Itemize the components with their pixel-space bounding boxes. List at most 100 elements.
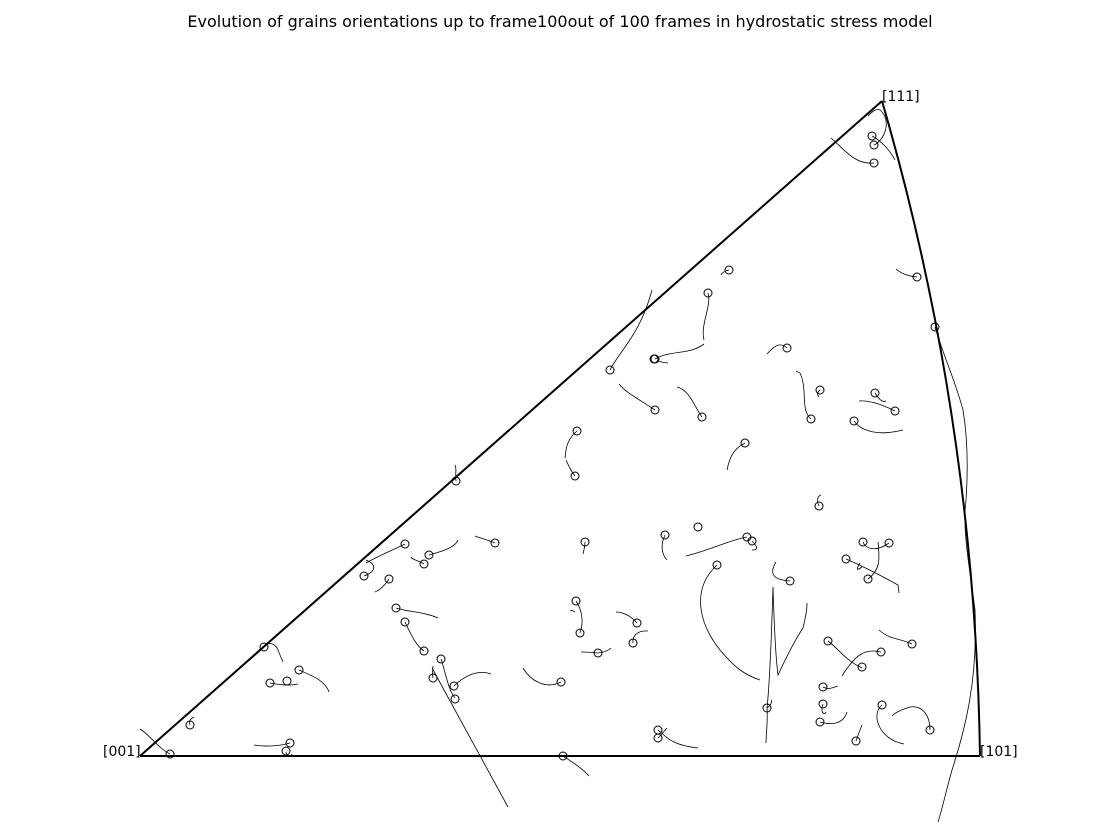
grain-trail: [702, 292, 710, 341]
grain-trail: [821, 703, 827, 714]
grain-trail: [766, 699, 772, 709]
grain-marker: [851, 736, 861, 746]
grain-trail: [253, 742, 291, 747]
grain-trail: [580, 651, 599, 654]
grain-marker: [877, 700, 887, 710]
grain-trail: [700, 564, 761, 681]
grain-marker: [570, 471, 580, 481]
grain-trail: [431, 667, 509, 808]
grain-marker: [693, 522, 703, 532]
grain-marker: [823, 636, 833, 646]
grain-marker: [391, 603, 401, 613]
grain-marker: [697, 412, 707, 422]
grain-trail: [285, 751, 293, 757]
grain-trail: [569, 609, 576, 613]
grain-marker: [605, 365, 615, 375]
grain-trail: [827, 640, 863, 669]
grain-marker: [869, 158, 879, 168]
grain-trail: [657, 360, 669, 364]
grain-marker: [556, 677, 566, 687]
grain-marker: [814, 501, 824, 511]
grain-trail: [845, 558, 900, 594]
grain-trail: [676, 386, 703, 418]
grain-trail: [657, 729, 699, 749]
corner-label-111: [111]: [882, 89, 920, 105]
grain-trail: [819, 711, 848, 724]
grain-marker: [815, 717, 825, 727]
grain-trail: [855, 724, 863, 742]
grain-trail: [878, 629, 913, 645]
grain-marker: [400, 539, 410, 549]
grain-marker: [863, 574, 873, 584]
grain-trail: [853, 420, 904, 434]
grain-trail: [751, 540, 757, 551]
grain-marker: [818, 699, 828, 709]
grain-trail: [895, 268, 918, 278]
grain-marker: [858, 537, 868, 547]
grain-trail: [720, 269, 730, 276]
grain-marker: [782, 343, 792, 353]
grain-marker: [451, 476, 461, 486]
grain-trail: [609, 289, 653, 371]
grain-marker: [650, 405, 660, 415]
grain-marker: [632, 618, 642, 628]
grain-trail: [410, 556, 425, 565]
grain-trail: [867, 541, 880, 580]
grain-trail: [934, 326, 976, 823]
grain-trail: [440, 658, 456, 699]
grain-marker: [653, 733, 663, 743]
grain-marker: [857, 662, 867, 672]
grain-trail: [522, 667, 562, 686]
grain-marker: [815, 385, 825, 395]
grain-marker: [841, 554, 851, 564]
grain-marker: [849, 416, 859, 426]
grain-marker: [436, 654, 446, 664]
grain-trail: [817, 494, 822, 507]
grain-marker: [869, 140, 879, 150]
grain-marker: [575, 628, 585, 638]
grain-marker: [419, 559, 429, 569]
grain-trail: [474, 535, 496, 544]
grain-trail: [657, 727, 668, 739]
grain-trail: [564, 430, 578, 459]
grain-marker: [890, 406, 900, 416]
grain-trail: [374, 578, 390, 593]
grain-marker: [867, 131, 877, 141]
grain-marker: [740, 438, 750, 448]
grain-marker: [660, 530, 670, 540]
grain-marker: [593, 648, 603, 658]
grain-trail: [856, 562, 863, 570]
grain-marker: [907, 639, 917, 649]
grain-trajectories: [139, 109, 976, 823]
grain-trail: [365, 543, 406, 564]
grain-marker: [400, 617, 410, 627]
grain-trail: [685, 536, 748, 557]
grain-marker: [384, 574, 394, 584]
grain-marker: [259, 642, 269, 652]
grain-trail: [597, 647, 612, 654]
grain-trail: [269, 682, 299, 686]
grain-marker: [359, 571, 369, 581]
grain-marker: [490, 538, 500, 548]
grain-trail: [189, 716, 195, 726]
grain-trail: [830, 137, 875, 164]
grain-marker: [419, 646, 429, 656]
grain-marker: [428, 673, 438, 683]
grain-trail: [582, 541, 586, 555]
grain-marker: [925, 725, 935, 735]
grain-trail: [726, 442, 746, 471]
grain-trail: [618, 383, 656, 411]
grain-trail: [454, 464, 457, 482]
grain-trail: [632, 630, 649, 644]
grain-trail: [661, 534, 668, 561]
grain-trail: [395, 607, 439, 619]
grain-trail: [404, 621, 425, 652]
grain-marker: [165, 749, 175, 759]
grain-trail: [858, 400, 896, 412]
grain-trail: [874, 392, 887, 402]
grain-marker: [558, 751, 568, 761]
grain-trail: [363, 559, 375, 577]
grain-trail: [575, 600, 583, 634]
grain-marker: [294, 665, 304, 675]
